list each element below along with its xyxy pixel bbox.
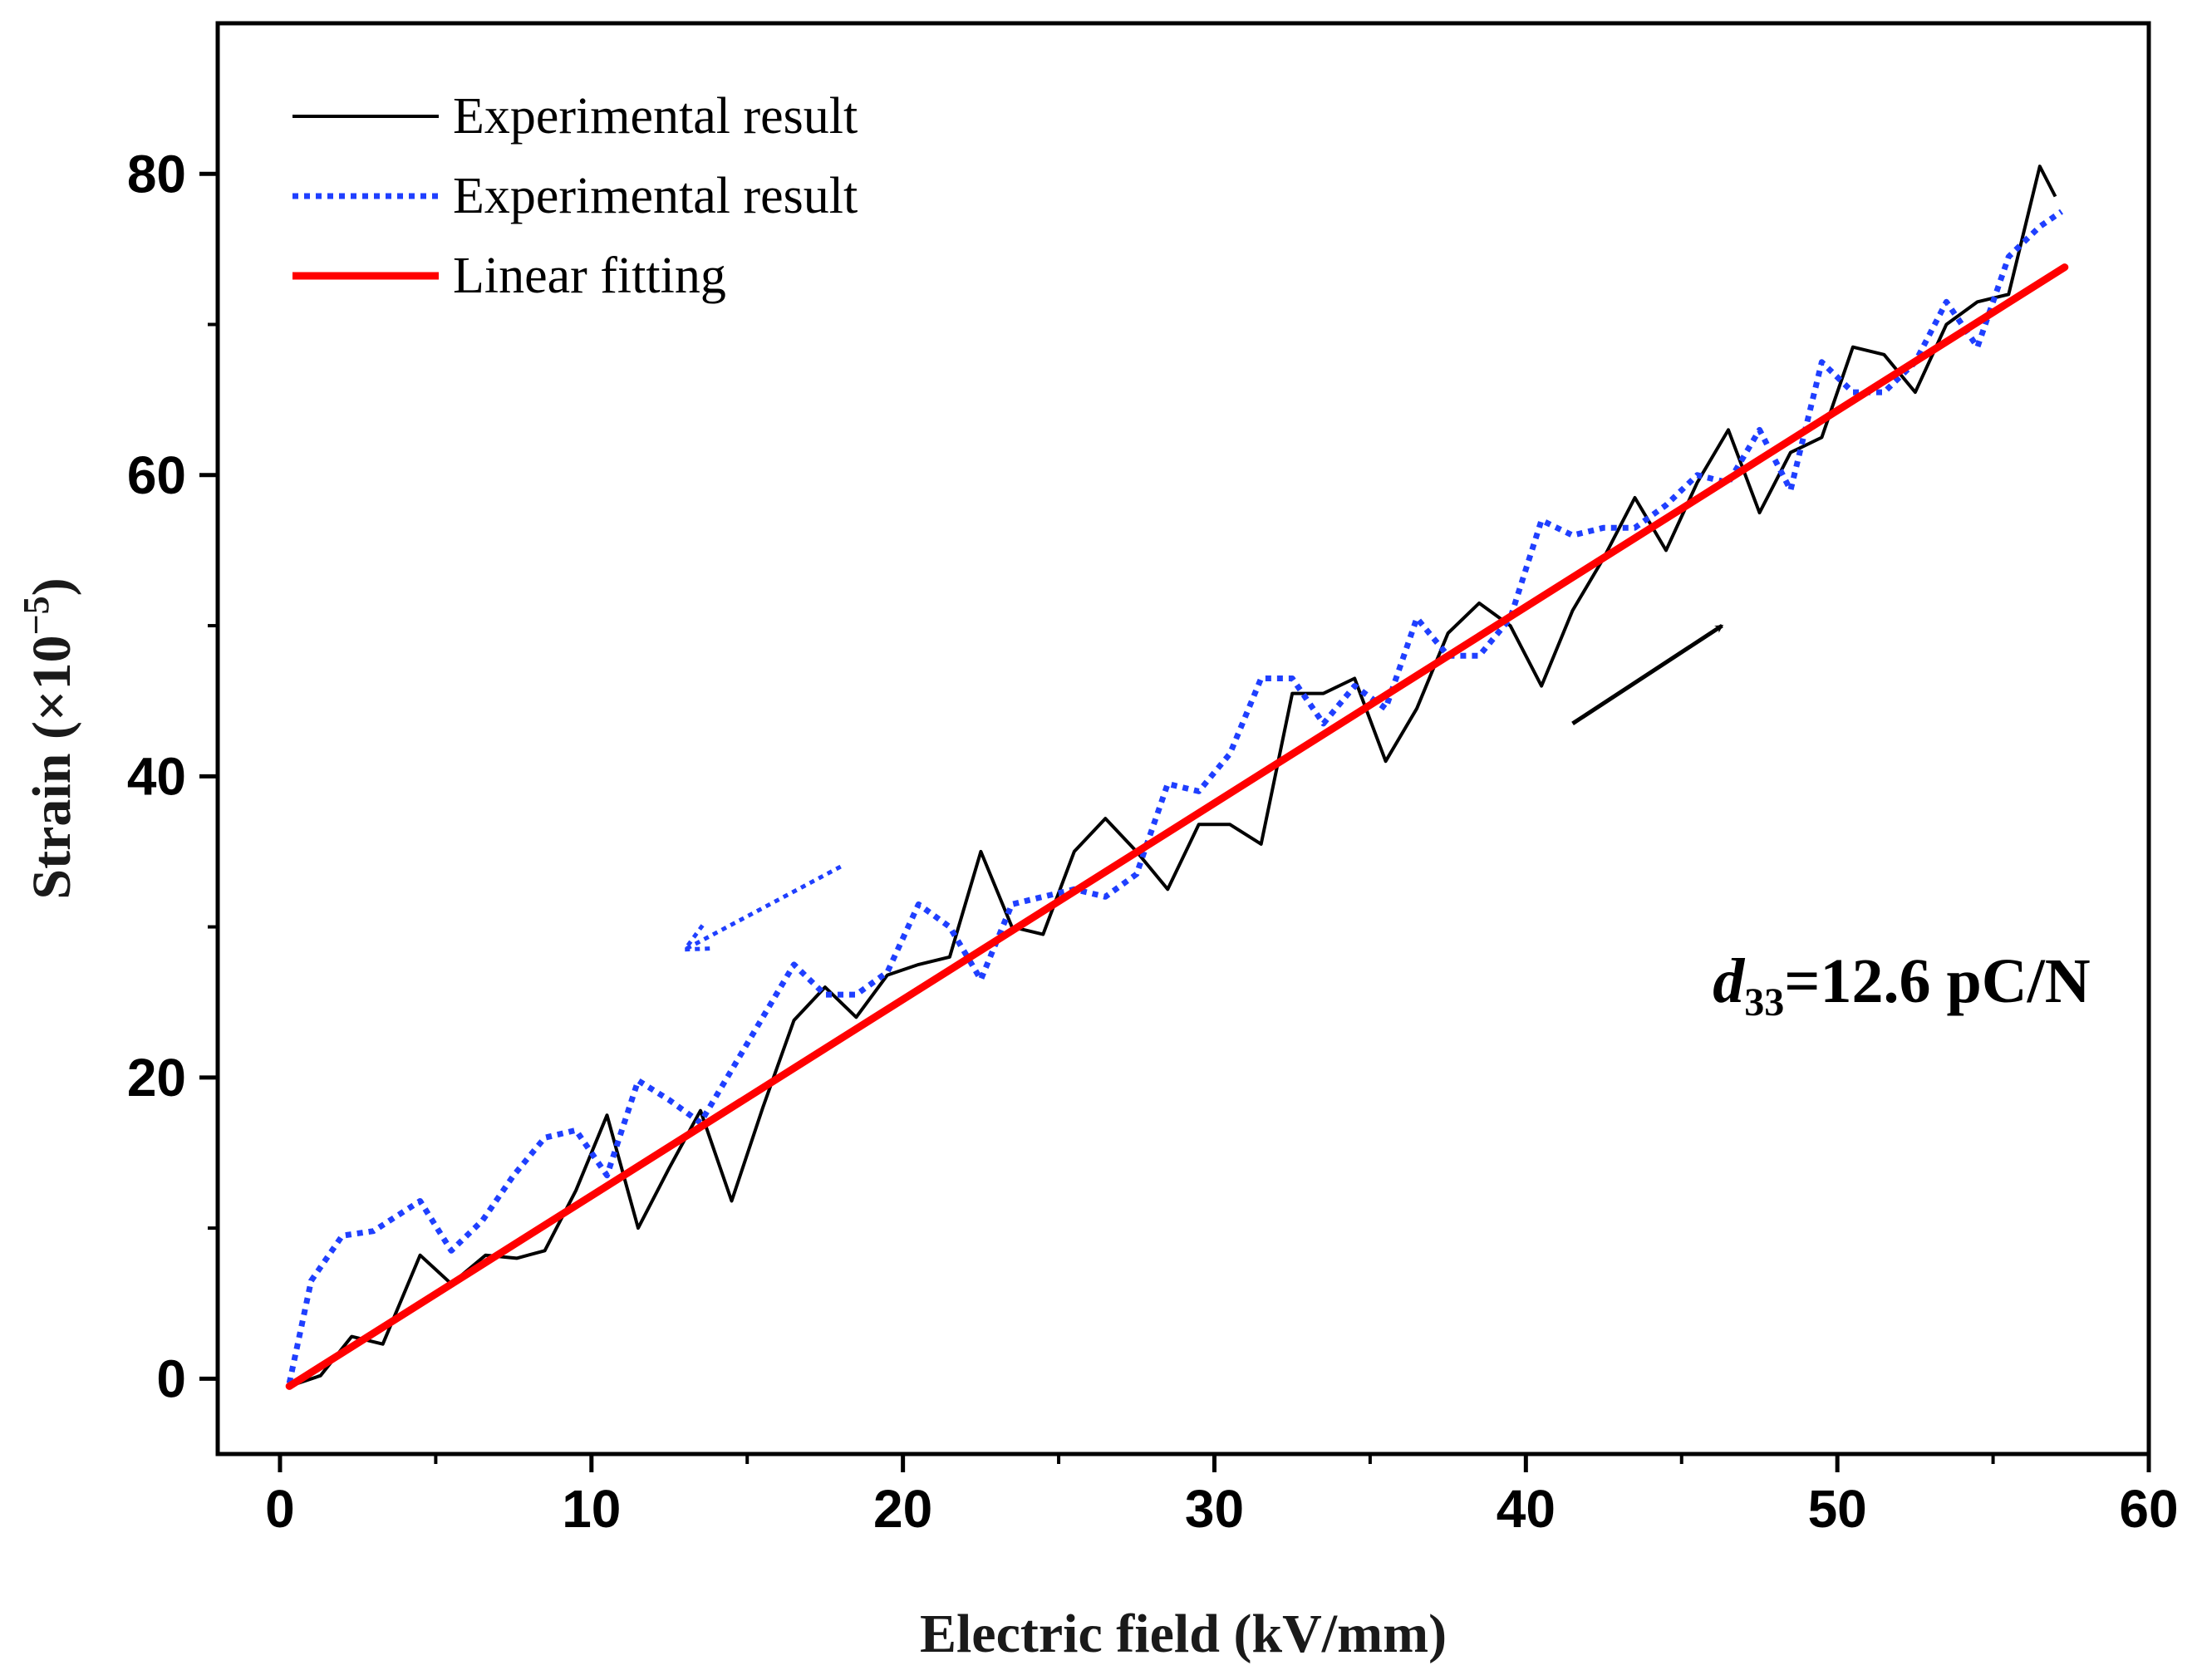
decreasing-field-arrow-head [681,924,715,952]
axes-layer: 0 10 20 30 40 50 60 0 20 40 60 80 [127,21,2179,1539]
x-tick-label: 30 [1185,1479,1244,1539]
series-line-3 [285,263,2069,1390]
y-tick-label: 60 [127,445,186,505]
series-line-2 [286,209,2063,1384]
x-tick-label: 20 [873,1479,932,1539]
x-axis-title: Electric field (kV/mm) [920,1604,1447,1664]
plot-frame [215,21,2151,1456]
x-tick-label: 40 [1497,1479,1556,1539]
legend-label-3: Linear fitting [453,248,726,304]
increasing-field-arrow [1571,623,1724,725]
y-tick-label: 40 [127,746,186,806]
x-tick-label: 60 [2119,1479,2178,1539]
annotation-layer: d33=12.6 pC/N [681,623,2091,1024]
legend-label-1: Experimental result [453,88,858,145]
x-tick-label: 0 [265,1479,295,1539]
y-tick-label: 20 [127,1048,186,1108]
axis-labels: Electric field (kV/mm) Strain (×10−5) [16,577,1447,1664]
decreasing-field-arrow [684,864,842,951]
series-line-1 [288,165,2057,1388]
legend-label-2: Experimental result [453,168,858,224]
x-tick-label: 10 [562,1479,621,1539]
y-tick-label: 0 [156,1348,186,1408]
y-tick-label: 80 [127,144,186,204]
d33-annotation: d33=12.6 pC/N [1713,946,2090,1024]
x-tick-label: 50 [1808,1479,1867,1539]
legend: Experimental result Experimental result Li… [292,88,858,304]
y-axis-title: Strain (×10−5) [16,577,82,899]
series-layer [285,165,2069,1390]
